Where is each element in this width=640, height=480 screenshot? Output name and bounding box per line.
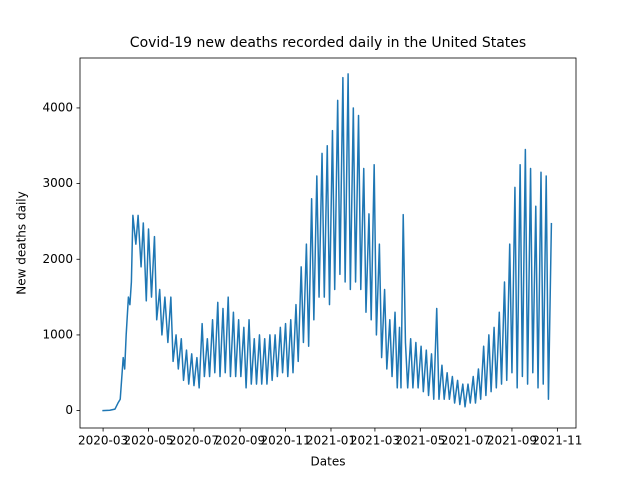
x-tick-label: 2020-03	[78, 434, 128, 448]
chart-title: Covid-19 new deaths recorded daily in th…	[130, 35, 526, 51]
y-tick-label: 2000	[42, 252, 73, 266]
x-tick-label: 2020-11	[260, 434, 310, 448]
y-tick-label: 3000	[42, 176, 73, 190]
x-tick-label: 2021-01	[306, 434, 356, 448]
x-tick-label: 2021-11	[532, 434, 582, 448]
plot-frame	[79, 57, 577, 429]
x-tick-label: 2020-09	[215, 434, 265, 448]
y-axis-label: New deaths daily	[15, 191, 29, 294]
y-tick-label: 1000	[42, 327, 73, 341]
x-axis-label: Dates	[311, 455, 346, 469]
x-tick-label: 2021-05	[395, 434, 445, 448]
x-tick-label: 2021-09	[487, 434, 537, 448]
x-tick-label: 2021-03	[350, 434, 400, 448]
x-tick-label: 2020-07	[169, 434, 219, 448]
y-tick-label: 0	[65, 403, 73, 417]
data-line	[102, 73, 553, 412]
y-tick-label: 4000	[42, 100, 73, 114]
x-tick-label: 2021-07	[441, 434, 491, 448]
x-tick-label: 2020-05	[123, 434, 173, 448]
